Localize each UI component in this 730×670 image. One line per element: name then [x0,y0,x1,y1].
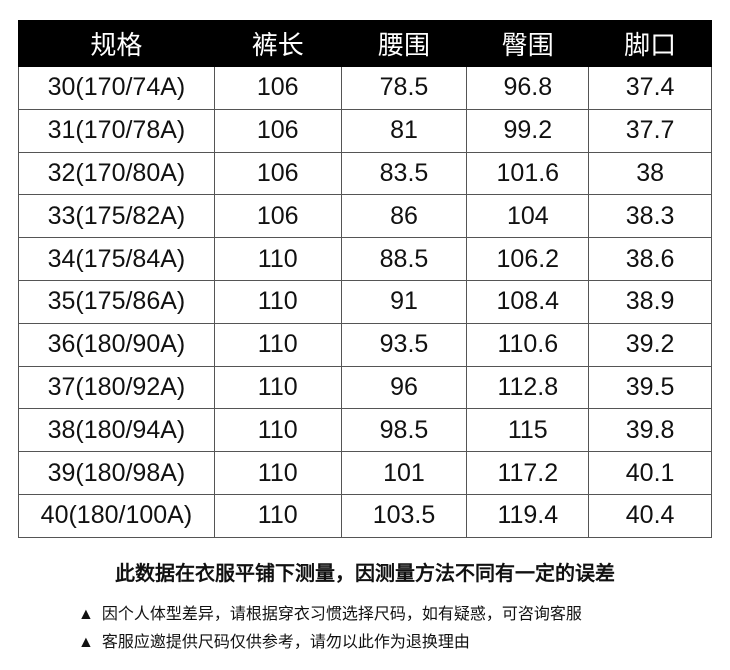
table-cell: 91 [340,279,468,324]
table-cell: 96.8 [466,66,590,110]
column-header: 规格 [18,20,215,67]
table-cell: 86 [340,194,468,239]
triangle-icon: ▲ [78,606,94,623]
table-cell: 110 [213,365,342,410]
table-cell: 39(180/98A) [18,451,215,495]
tip-text: 客服应邀提供尺码仅供参考，请勿以此作为退换理由 [101,634,470,651]
table-cell: 38 [588,151,712,196]
table-cell: 38(180/94A) [18,408,215,453]
table-cell: 104 [466,194,590,239]
table-cell: 34(175/84A) [18,237,215,281]
table-cell: 37.7 [588,108,712,153]
table-cell: 93.5 [340,322,468,367]
table-cell: 38.9 [588,279,712,324]
table-cell: 39.2 [588,322,712,367]
table-cell: 106 [213,66,342,110]
table-cell: 99.2 [466,108,590,153]
table-row: 30(170/74A) 106 78.5 96.8 37.4 [18,66,712,110]
table-cell: 110 [213,322,342,367]
table-cell: 40.4 [588,493,712,538]
table-cell: 117.2 [466,451,590,495]
table-row: 31(170/78A) 106 81 99.2 37.7 [18,108,712,153]
table-cell: 110 [213,237,342,281]
table-cell: 83.5 [340,151,468,196]
table-cell: 108.4 [466,279,590,324]
table-cell: 106 [213,194,342,239]
table-row: 35(175/86A) 110 91 108.4 38.9 [18,279,712,324]
column-header: 裤长 [213,20,342,67]
table-row: 39(180/98A) 110 101 117.2 40.1 [18,451,712,495]
table-cell: 39.5 [588,365,712,410]
table-row: 34(175/84A) 110 88.5 106.2 38.6 [18,237,712,281]
table-cell: 98.5 [340,408,468,453]
table-cell: 112.8 [466,365,590,410]
tip-2: ▲ 客服应邀提供尺码仅供参考，请勿以此作为退换理由 [78,628,470,652]
table-cell: 110.6 [466,322,590,367]
table-cell: 106 [213,151,342,196]
table-cell: 101 [340,451,468,495]
table-cell: 78.5 [340,66,468,110]
table-cell: 38.6 [588,237,712,281]
table-cell: 35(175/86A) [18,279,215,324]
table-cell: 40.1 [588,451,712,495]
table-cell: 101.6 [466,151,590,196]
table-cell: 103.5 [340,493,468,538]
table-cell: 38.3 [588,194,712,239]
table-row: 33(175/82A) 106 86 104 38.3 [18,194,712,239]
table-cell: 30(170/74A) [18,66,215,110]
table-row: 38(180/94A) 110 98.5 115 39.8 [18,408,712,453]
measurement-note: 此数据在衣服平铺下测量，因测量方法不同有一定的误差 [115,563,615,585]
table-cell: 32(170/80A) [18,151,215,196]
table-row: 37(180/92A) 110 96 112.8 39.5 [18,365,712,410]
table-cell: 31(170/78A) [18,108,215,153]
table-cell: 110 [213,279,342,324]
table-row: 32(170/80A) 106 83.5 101.6 38 [18,151,712,196]
table-cell: 110 [213,493,342,538]
table-cell: 39.8 [588,408,712,453]
triangle-icon: ▲ [78,634,94,651]
table-cell: 36(180/90A) [18,322,215,367]
column-header: 脚口 [588,20,712,67]
size-chart-table: 规格 裤长 腰围 臀围 脚口 30(170/74A) 106 78.5 96.8 37.4 31(… [18,20,712,538]
table-cell: 81 [340,108,468,153]
table-cell: 110 [213,451,342,495]
table-cell: 119.4 [466,493,590,538]
table-cell: 110 [213,408,342,453]
tip-text: 因个人体型差异，请根据穿衣习惯选择尺码，如有疑惑，可咨询客服 [101,606,582,623]
table-cell: 88.5 [340,237,468,281]
table-row: 36(180/90A) 110 93.5 110.6 39.2 [18,322,712,367]
table-cell: 37(180/92A) [18,365,215,410]
column-header: 腰围 [340,20,468,67]
table-cell: 115 [466,408,590,453]
table-cell: 33(175/82A) [18,194,215,239]
header-row: 规格 裤长 腰围 臀围 脚口 [18,20,712,67]
table-row: 40(180/100A) 110 103.5 119.4 40.4 [18,493,712,538]
tip-1: ▲ 因个人体型差异，请根据穿衣习惯选择尺码，如有疑惑，可咨询客服 [78,600,582,624]
table-cell: 96 [340,365,468,410]
column-header: 臀围 [466,20,590,67]
table-cell: 106 [213,108,342,153]
table-cell: 37.4 [588,66,712,110]
table-cell: 106.2 [466,237,590,281]
table-cell: 40(180/100A) [18,493,215,538]
